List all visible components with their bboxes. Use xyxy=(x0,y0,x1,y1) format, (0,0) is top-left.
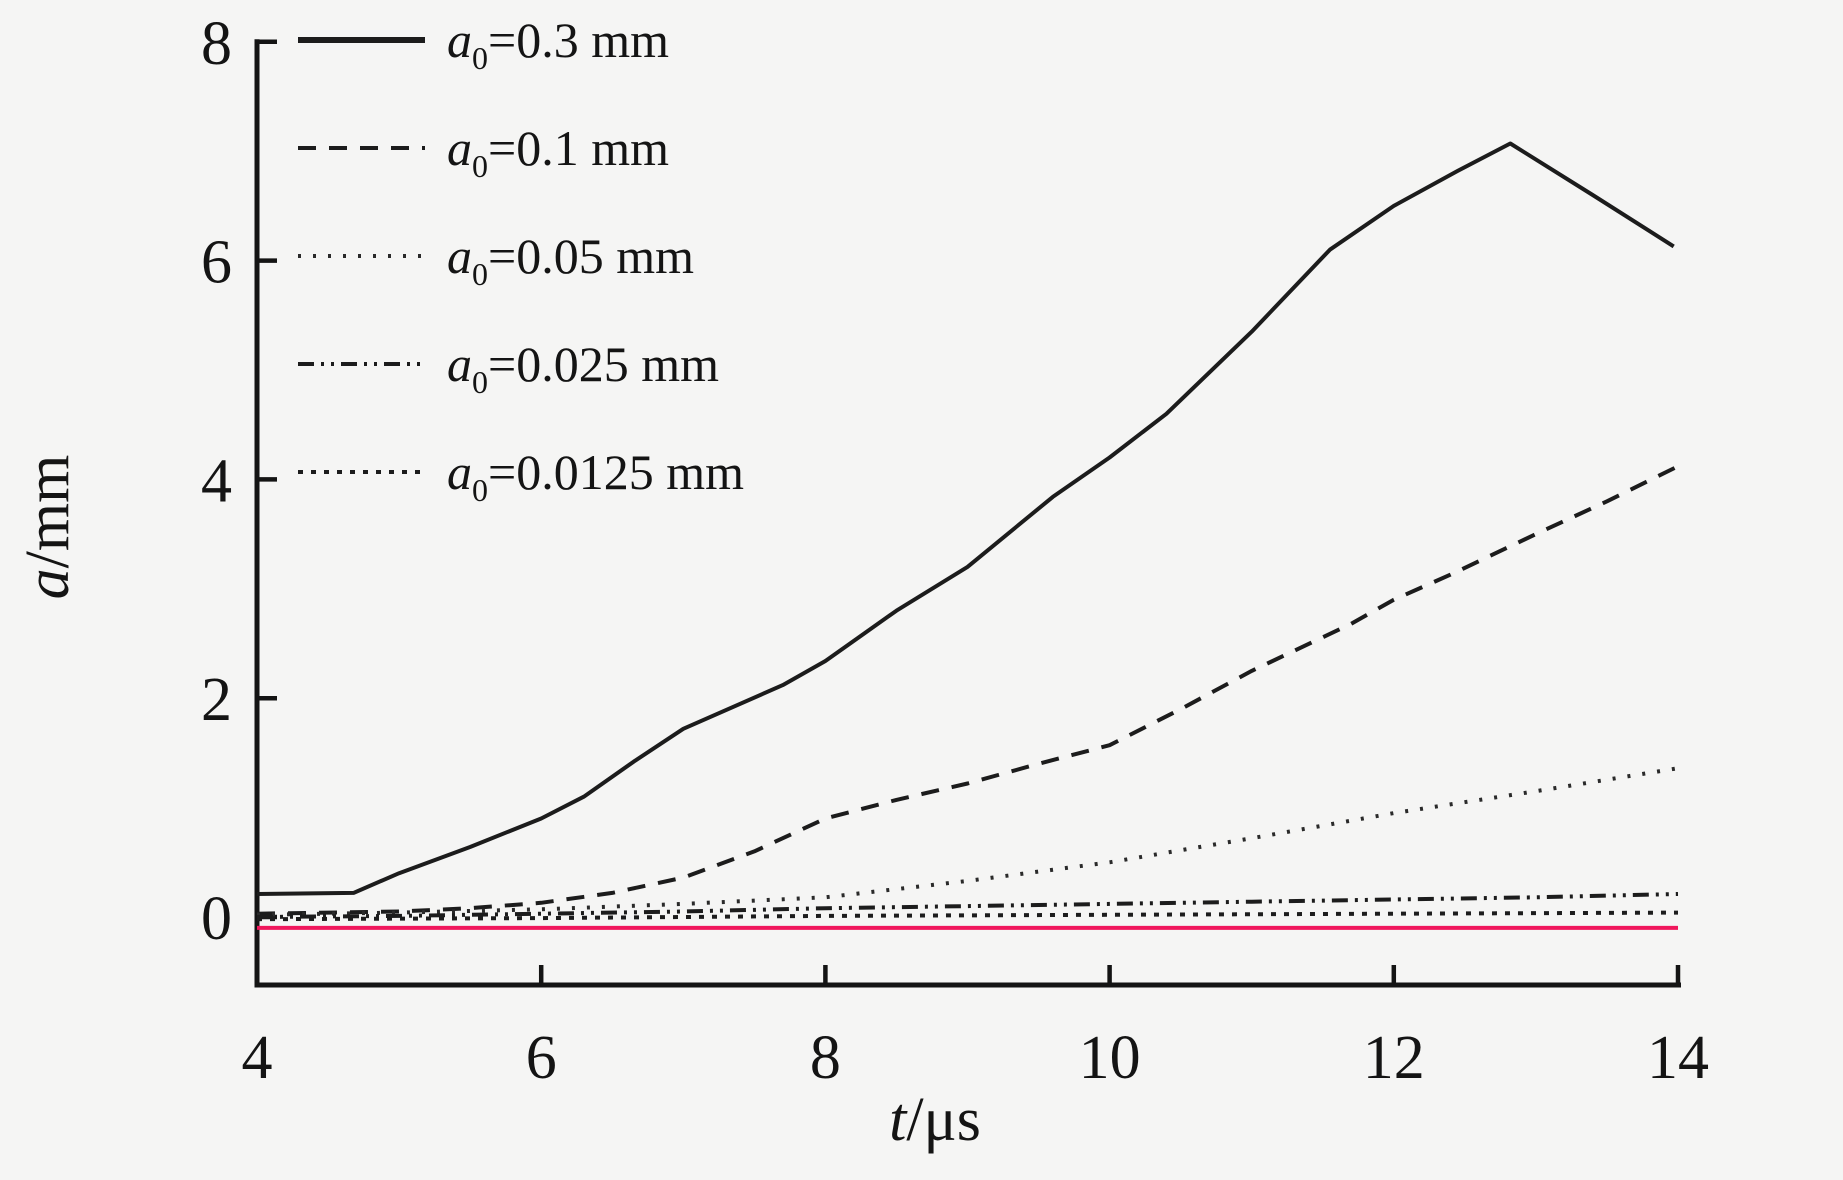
x-axis-label: t/μs xyxy=(889,1086,981,1154)
axes xyxy=(254,39,1681,988)
tick-labels: 4 6 8 10 12 14 0 2 4 6 8 xyxy=(201,10,1709,1092)
series-line-4 xyxy=(256,910,1679,922)
y-tick-label: 4 xyxy=(201,447,232,515)
legend-label: a0=0.1 mm xyxy=(447,120,669,184)
y-tick-label: 0 xyxy=(201,885,232,953)
x-tick-label: 12 xyxy=(1363,1024,1425,1092)
series-line-2 xyxy=(256,766,1679,917)
series-line-0 xyxy=(256,141,1675,896)
legend-label: a0=0.05 mm xyxy=(447,228,694,292)
axis-labels: a/mm t/μs xyxy=(14,455,981,1154)
x-tick-label: 6 xyxy=(526,1024,557,1092)
x-tick-label: 10 xyxy=(1079,1024,1141,1092)
x-tick-label: 4 xyxy=(242,1024,273,1092)
legend-item: a0=0.3 mm xyxy=(298,12,669,76)
legend-item: a0=0.0125 mm xyxy=(298,444,744,508)
series-line-3 xyxy=(256,892,1679,919)
legend-label: a0=0.3 mm xyxy=(447,12,669,76)
series xyxy=(256,141,1679,930)
series-line-1 xyxy=(256,464,1679,916)
y-tick-label: 8 xyxy=(201,10,232,78)
legend-item: a0=0.025 mm xyxy=(298,336,719,400)
legend-label: a0=0.0125 mm xyxy=(447,444,744,508)
y-tick-label: 6 xyxy=(201,229,232,297)
x-tick-label: 8 xyxy=(810,1024,841,1092)
y-tick-label: 2 xyxy=(201,666,232,734)
x-tick-label: 14 xyxy=(1647,1024,1709,1092)
legend-item: a0=0.1 mm xyxy=(298,120,669,184)
legend: a0=0.3 mm a0=0.1 mm a0=0.05 mm a0=0.025 mm a… xyxy=(298,12,744,508)
legend-item: a0=0.05 mm xyxy=(298,228,694,292)
legend-label: a0=0.025 mm xyxy=(447,336,719,400)
y-axis-label: a/mm xyxy=(14,455,82,600)
